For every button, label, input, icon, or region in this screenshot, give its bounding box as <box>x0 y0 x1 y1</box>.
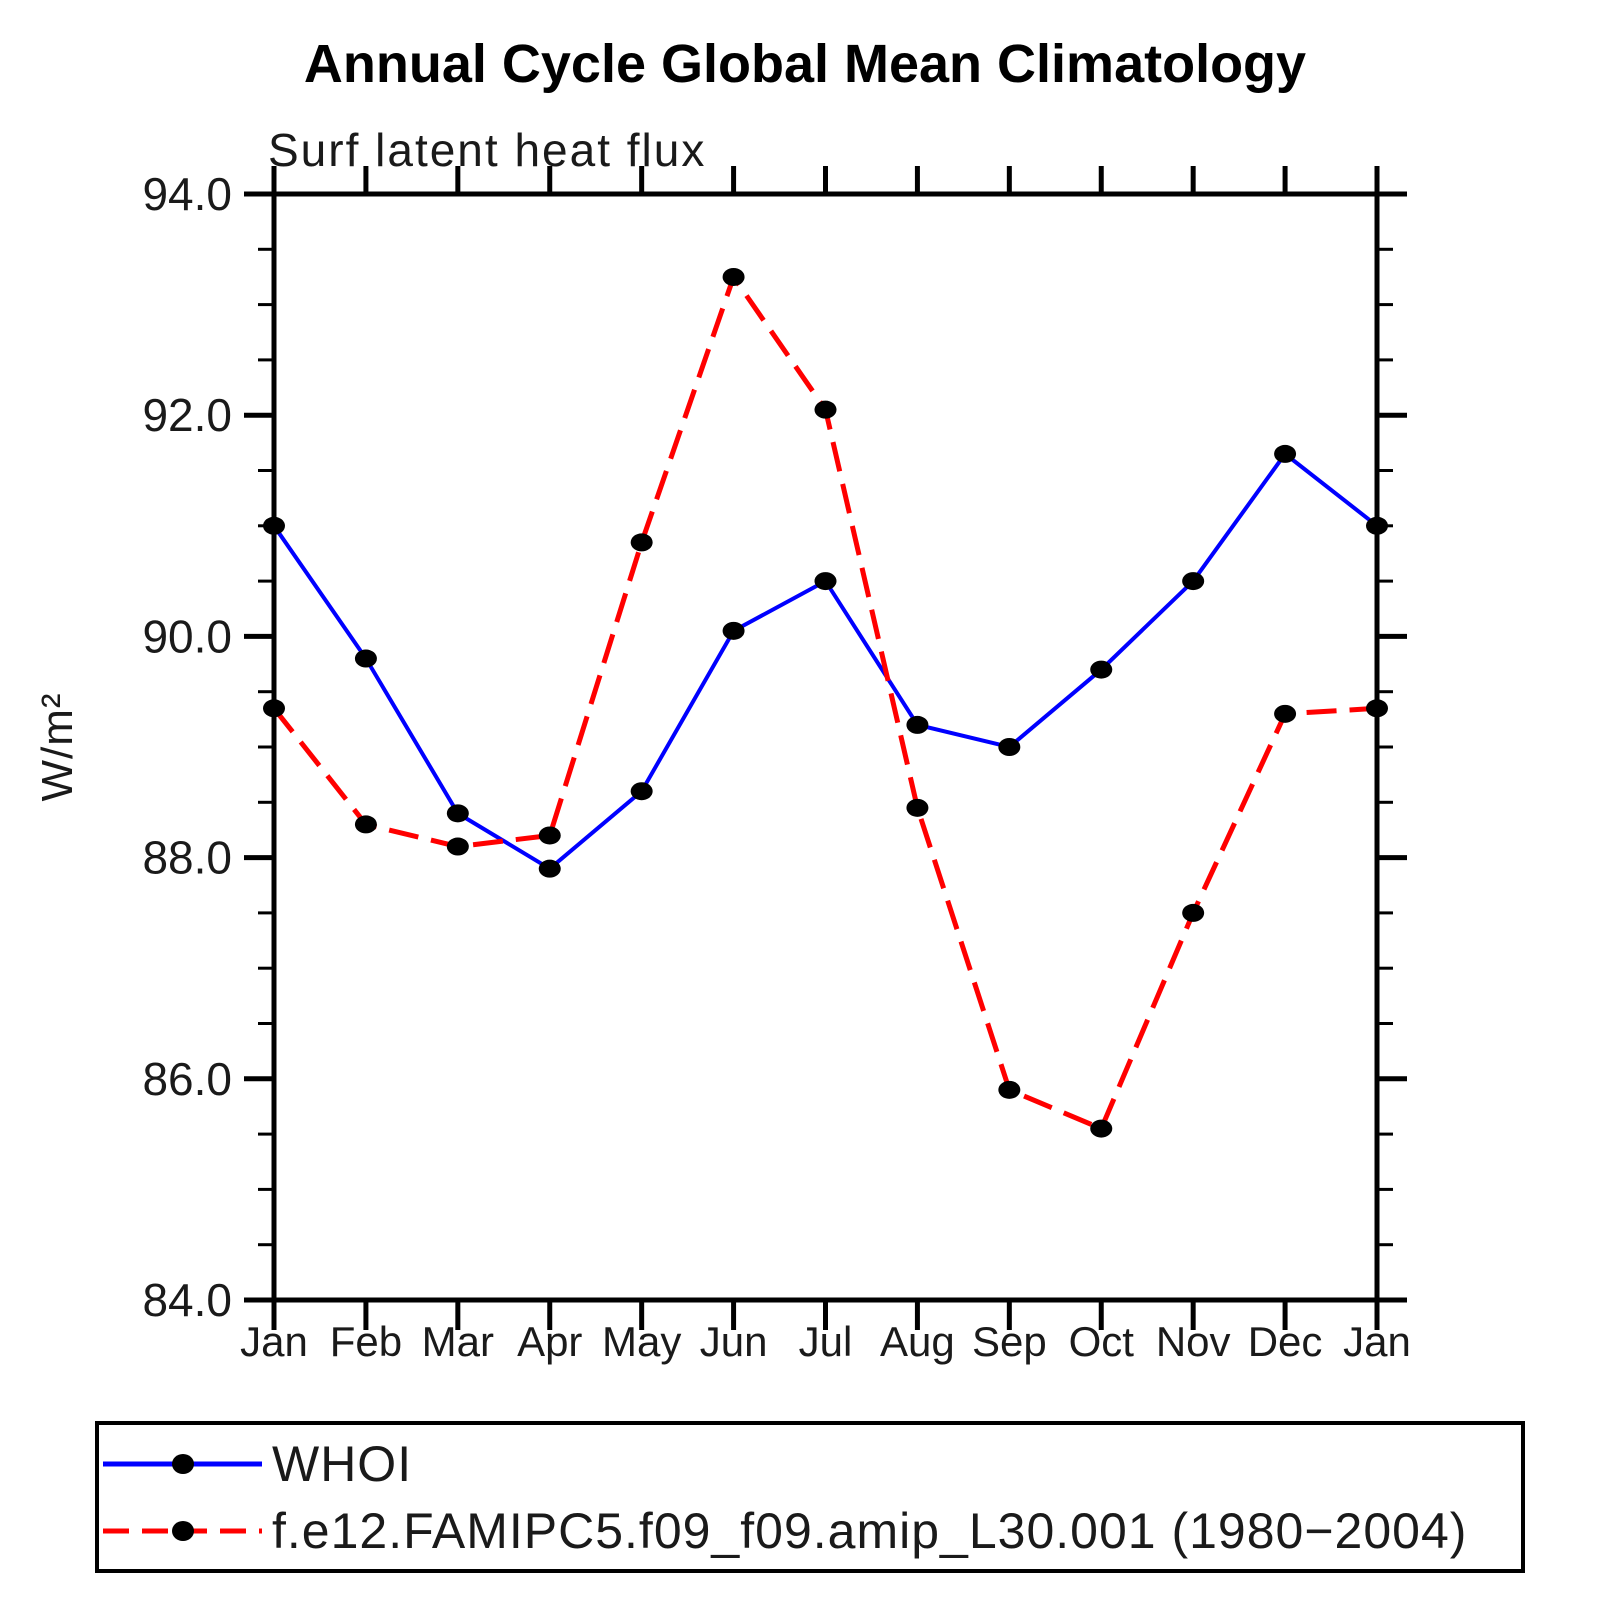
x-tick-label: Sep <box>972 1318 1047 1365</box>
data-point-marker <box>998 1080 1021 1099</box>
data-point-marker <box>1090 1119 1113 1138</box>
y-tick-label: 86.0 <box>142 1053 232 1105</box>
x-tick-label: Feb <box>330 1318 402 1365</box>
data-point-marker <box>814 572 837 591</box>
chart-title: Annual Cycle Global Mean Climatology <box>304 34 1306 94</box>
x-tick-label: Oct <box>1069 1318 1135 1365</box>
series-line-0 <box>272 451 1379 872</box>
legend-box <box>95 1421 1525 1573</box>
x-tick-label: Aug <box>880 1318 955 1365</box>
y-tick-label: 92.0 <box>142 389 232 441</box>
data-point-marker <box>814 400 837 419</box>
data-point-marker <box>446 804 469 823</box>
data-point-marker <box>538 859 561 878</box>
data-point-marker <box>1090 660 1113 679</box>
x-tick-label: Jul <box>799 1318 853 1365</box>
data-point-marker <box>722 621 745 640</box>
x-tick-label: Dec <box>1248 1318 1323 1365</box>
plot-frame <box>271 191 1380 1303</box>
x-tick-label: Jan <box>240 1318 308 1365</box>
y-axis-label: W/m² <box>33 692 82 801</box>
data-point-marker <box>998 738 1021 756</box>
data-point-marker <box>630 533 653 552</box>
y-tick-label: 88.0 <box>142 832 232 884</box>
data-point-marker <box>630 782 653 801</box>
data-point-marker <box>1274 704 1297 723</box>
x-tick-label: Mar <box>422 1318 494 1365</box>
data-point-marker <box>354 649 377 668</box>
x-tick-label: Jan <box>1343 1318 1411 1365</box>
chart-subtitle: Surf latent heat flux <box>268 124 706 176</box>
data-point-marker <box>1182 572 1205 591</box>
axis-tick-labels: 84.0 86.0 88.0 90.0 92.0 94.0 Jan Feb Mar Apr May J… <box>142 168 1410 1365</box>
legend-marker-icon <box>172 1521 194 1541</box>
legend-label-model: f.e12.FAMIPC5.f09_f09.amip_L30.001 (1980… <box>272 1503 1467 1559</box>
data-point-marker <box>722 267 745 286</box>
y-tick-label: 94.0 <box>142 168 232 220</box>
legend-row-whoi: WHOI <box>103 1436 412 1492</box>
data-point-marker <box>1274 444 1297 463</box>
data-point-marker <box>906 715 929 734</box>
data-point-marker <box>354 815 377 834</box>
x-tick-label: Apr <box>517 1318 582 1365</box>
legend-marker-icon <box>172 1454 194 1474</box>
data-point-marker <box>1182 903 1205 922</box>
legend-label-whoi: WHOI <box>272 1436 412 1492</box>
axis-ticks <box>244 166 1407 1330</box>
data-point-marker <box>446 837 469 856</box>
y-tick-label: 84.0 <box>142 1274 232 1326</box>
data-point-marker <box>906 798 929 817</box>
x-tick-label: Jun <box>700 1318 768 1365</box>
data-series <box>263 267 1388 1138</box>
x-tick-label: May <box>602 1318 681 1365</box>
legend-row-model: f.e12.FAMIPC5.f09_f09.amip_L30.001 (1980… <box>103 1503 1467 1559</box>
x-tick-label: Nov <box>1156 1318 1231 1365</box>
y-tick-label: 90.0 <box>142 610 232 662</box>
data-point-marker <box>538 826 561 845</box>
